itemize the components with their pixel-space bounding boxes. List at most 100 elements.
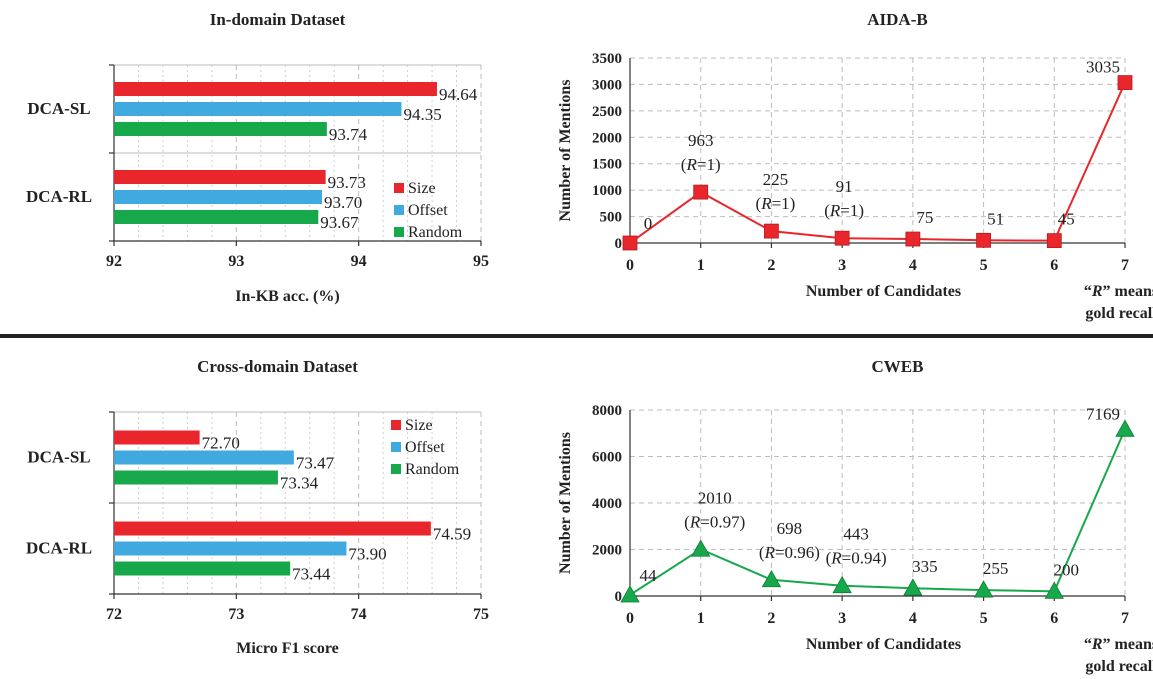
data-point — [622, 235, 638, 251]
point-value-label: 443 — [843, 525, 869, 544]
y-tick-label: 4000 — [592, 496, 622, 512]
x-tick-label: 4 — [909, 610, 917, 627]
legend-label: Random — [405, 461, 460, 478]
bar-value-label: 73.90 — [348, 545, 386, 564]
x-tick-label: 3 — [838, 610, 846, 627]
x-axis-label: In-KB acc. (%) — [235, 288, 339, 305]
bar-random — [114, 210, 319, 224]
y-axis-label: Number of Mentions — [557, 80, 574, 222]
chart-title: AIDA-B — [867, 10, 927, 29]
bar-value-label: 74.59 — [433, 525, 471, 544]
chart-title: CWEB — [872, 357, 924, 376]
y-tick-label: 3500 — [592, 51, 622, 67]
bar-value-label: 93.73 — [328, 173, 366, 192]
bar-random — [114, 561, 291, 576]
x-tick-label: 75 — [473, 606, 489, 623]
data-point — [1046, 233, 1062, 249]
legend-label: Offset — [405, 439, 445, 456]
recall-label: (R=1) — [824, 201, 864, 220]
x-tick-label: 73 — [228, 606, 244, 623]
data-point — [764, 223, 779, 239]
data-point — [1115, 419, 1135, 437]
x-axis-label: Micro F1 score — [236, 640, 338, 657]
x-axis-label: Number of Candidates — [806, 636, 961, 653]
bar-value-label: 72.70 — [202, 434, 240, 453]
point-value-label: 200 — [1054, 560, 1080, 579]
recall-label: (R=0.96) — [759, 543, 820, 562]
category-label: DCA-SL — [27, 448, 90, 467]
legend-swatch — [394, 227, 404, 237]
data-point — [905, 231, 921, 247]
bar-size — [114, 82, 437, 96]
recall-label: (R=1) — [756, 194, 796, 213]
point-value-label: 255 — [983, 559, 1009, 578]
x-axis-label: Number of Candidates — [806, 283, 961, 300]
bar-offset — [114, 190, 322, 204]
data-point — [976, 232, 991, 248]
x-tick-label: 3 — [838, 257, 846, 274]
bar-value-label: 94.64 — [439, 85, 478, 104]
data-point — [691, 539, 711, 557]
point-value-label: 698 — [777, 519, 803, 538]
x-tick-label: 93 — [228, 253, 244, 270]
point-value-label: 91 — [836, 177, 853, 196]
x-tick-label: 4 — [909, 257, 917, 274]
point-value-label: 335 — [912, 557, 938, 576]
x-tick-label: 0 — [626, 610, 634, 627]
point-value-label: 7169 — [1086, 404, 1120, 423]
legend-swatch — [394, 205, 404, 215]
bar-offset — [114, 541, 347, 556]
point-value-label: 75 — [916, 208, 933, 227]
x-tick-label: 5 — [980, 257, 988, 274]
y-tick-label: 0 — [615, 236, 623, 252]
bar-value-label: 73.47 — [296, 454, 335, 473]
y-tick-label: 2500 — [592, 104, 622, 120]
bar-size — [114, 521, 431, 536]
data-point — [973, 580, 994, 598]
y-tick-label: 2000 — [592, 130, 622, 146]
legend-swatch — [394, 183, 404, 193]
x-tick-label: 74 — [351, 606, 367, 623]
recall-note: gold recall — [1085, 658, 1153, 675]
data-point — [832, 575, 852, 594]
bar-value-label: 73.34 — [280, 474, 319, 493]
legend-swatch — [391, 442, 401, 452]
bar-offset — [114, 102, 402, 116]
x-tick-label: 72 — [106, 606, 122, 623]
y-tick-label: 0 — [615, 589, 623, 605]
x-tick-label: 92 — [106, 253, 122, 270]
x-tick-label: 7 — [1121, 257, 1129, 274]
y-tick-label: 2000 — [592, 543, 622, 559]
y-tick-label: 8000 — [592, 403, 622, 419]
point-value-label: 45 — [1058, 210, 1075, 229]
legend-swatch — [391, 464, 401, 474]
point-value-label: 51 — [987, 209, 1004, 228]
y-tick-label: 1000 — [592, 183, 622, 199]
bar-size — [114, 430, 200, 445]
bar-random — [114, 470, 278, 485]
bar-value-label: 93.74 — [329, 125, 368, 144]
data-point — [761, 569, 782, 588]
data-point — [693, 184, 709, 200]
x-tick-label: 95 — [473, 253, 489, 270]
point-value-label: 963 — [688, 131, 714, 150]
point-value-label: 44 — [640, 566, 658, 585]
x-tick-label: 7 — [1121, 610, 1129, 627]
x-tick-label: 0 — [626, 257, 634, 274]
bar-value-label: 73.44 — [292, 565, 331, 584]
y-tick-label: 6000 — [592, 450, 622, 466]
x-tick-label: 1 — [697, 257, 705, 274]
data-point — [1044, 581, 1064, 599]
legend-label: Offset — [408, 202, 448, 219]
legend-label: Random — [408, 224, 463, 241]
y-axis-label: Number of Mentions — [557, 432, 574, 574]
data-point — [834, 230, 850, 246]
bar-offset — [114, 450, 294, 465]
y-tick-label: 500 — [600, 210, 623, 226]
point-value-label: 2010 — [698, 488, 732, 507]
x-tick-label: 94 — [351, 253, 367, 270]
recall-note: gold recall — [1085, 305, 1153, 322]
bar-value-label: 94.35 — [403, 105, 441, 124]
